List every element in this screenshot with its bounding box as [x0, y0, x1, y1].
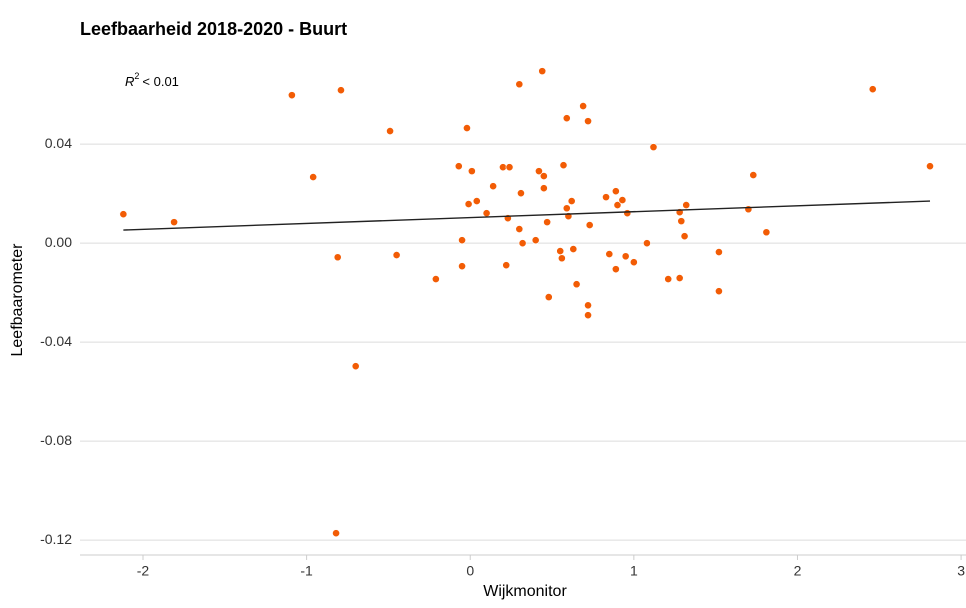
point: [170, 218, 178, 227]
point: [489, 182, 498, 191]
x-tick-label: 0: [466, 563, 474, 579]
point: [569, 245, 578, 253]
point: [431, 275, 440, 283]
point: [499, 163, 507, 172]
point: [559, 161, 568, 170]
point: [333, 253, 342, 262]
point: [629, 258, 638, 267]
point: [543, 218, 552, 227]
annotation-power: 2: [134, 71, 139, 81]
point: [584, 117, 592, 126]
point: [868, 85, 877, 94]
point: [517, 189, 525, 198]
annotation: R2 < 0.01: [125, 71, 179, 89]
point: [744, 205, 753, 214]
point: [515, 225, 524, 233]
point: [585, 221, 594, 229]
point: [584, 301, 592, 310]
point: [505, 163, 514, 172]
point: [531, 236, 540, 245]
point: [611, 187, 620, 196]
point: [749, 171, 758, 179]
point: [623, 209, 632, 218]
point: [562, 204, 571, 213]
point: [579, 102, 588, 110]
y-axis-label: Leefbaarometer: [9, 243, 26, 357]
trend-line: [123, 200, 931, 231]
point: [572, 280, 581, 289]
point: [664, 275, 673, 283]
point: [386, 127, 394, 135]
point: [467, 167, 476, 176]
point: [544, 293, 553, 302]
point: [392, 251, 401, 259]
point: [458, 262, 466, 271]
x-tick-label: 3: [957, 563, 965, 579]
x-axis-label: Wijkmonitor: [483, 583, 567, 600]
point: [463, 124, 471, 132]
point: [332, 529, 340, 538]
point: [762, 228, 771, 237]
point: [309, 173, 318, 181]
point: [119, 210, 128, 219]
point: [715, 248, 723, 256]
point: [458, 236, 466, 245]
point: [562, 114, 571, 123]
point: [602, 193, 610, 202]
point: [584, 311, 592, 320]
point: [351, 362, 360, 371]
point: [618, 196, 627, 204]
point: [675, 274, 684, 282]
annotation-text: < 0.01: [142, 74, 179, 89]
y-tick-label: 0.00: [45, 234, 72, 250]
y-tick-label: -0.12: [40, 531, 72, 547]
point: [287, 91, 296, 100]
point: [337, 86, 345, 95]
x-tick-label: -2: [137, 563, 150, 579]
point: [538, 67, 547, 76]
point: [682, 201, 691, 209]
point: [611, 265, 620, 274]
point: [677, 217, 686, 226]
point: [482, 209, 491, 218]
chart-title: Leefbaarheid 2018-2020 - Buurt: [80, 19, 347, 39]
x-tick-label: -1: [300, 563, 313, 579]
point: [556, 247, 565, 255]
point: [518, 239, 527, 248]
y-tick-label: -0.04: [40, 333, 72, 349]
point: [926, 162, 934, 171]
point: [680, 232, 689, 241]
point: [539, 172, 548, 180]
point: [535, 167, 543, 176]
annotation-symbol: R: [125, 74, 134, 89]
point: [643, 239, 651, 248]
point: [605, 250, 614, 258]
point: [621, 252, 630, 261]
point: [464, 200, 473, 208]
point: [454, 162, 463, 171]
point: [567, 197, 576, 205]
x-tick-label: 1: [630, 563, 638, 579]
point: [715, 287, 723, 296]
point: [557, 254, 566, 263]
point: [613, 201, 622, 209]
x-tick-label: 2: [794, 563, 802, 579]
y-tick-label: 0.04: [45, 135, 72, 151]
point: [472, 197, 481, 205]
y-tick-label: -0.08: [40, 432, 72, 448]
point: [539, 184, 548, 193]
point: [649, 143, 658, 152]
point: [515, 80, 524, 89]
point: [502, 261, 511, 270]
